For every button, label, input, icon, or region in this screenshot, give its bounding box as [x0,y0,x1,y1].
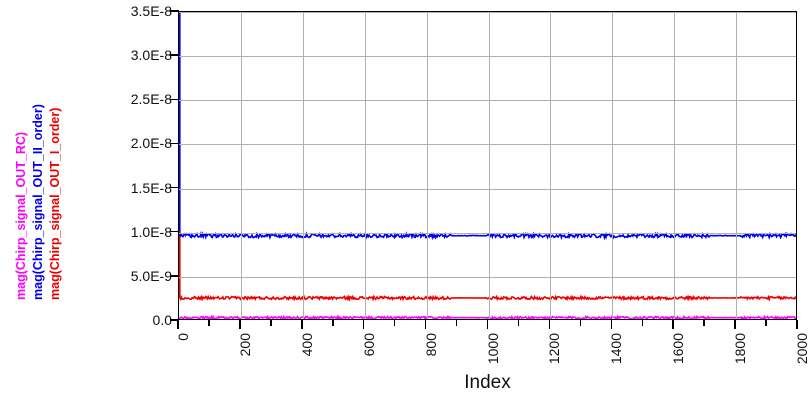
y-axis-title-ii-order: mag(Chirp_signal_OUT_II_order) [31,104,45,300]
y-tick-label: 1.5E-8 [130,179,172,196]
grid-line-horizontal [179,232,796,234]
x-tick-mark [177,320,179,329]
y-tick-mark [170,275,179,277]
y-axis-title-group: mag(Chirp_signal_OUT_RC) mag(Chirp_signa… [0,0,70,340]
x-tick-label: 1400 [608,333,625,365]
x-tick-mark [672,320,674,329]
y-tick-mark [170,319,179,321]
x-tick-mark-minor [641,320,643,326]
x-tick-mark [486,320,489,329]
grid-line-vertical [488,12,490,319]
y-axis-title-i-order: mag(Chirp_signal_OUT_I_order) [48,107,62,300]
grid-line-horizontal [179,100,796,102]
x-tick-mark-minor [765,320,767,326]
x-tick-mark-minor [270,320,272,326]
y-tick-label: 1.0E-8 [130,223,172,240]
data-traces [179,12,796,319]
grid-line-vertical [302,12,304,319]
x-tick-mark [424,320,427,329]
y-tick-label: 2.0E-8 [130,135,172,152]
y-tick-label: 3.5E-8 [130,3,172,19]
x-tick-mark-minor [455,320,458,326]
x-tick-label: 2000 [794,333,810,365]
grid-line-vertical [240,12,242,319]
trace-rc [179,314,796,319]
grid-line-horizontal [179,276,796,278]
y-tick-mark [170,186,179,189]
trace-i-order [179,294,796,302]
x-tick-label: 200 [236,333,253,357]
x-tick-label: 400 [298,333,315,357]
x-tick-label: 600 [360,333,377,357]
x-tick-label: 1800 [732,333,749,365]
x-tick-mark [796,320,798,329]
y-tick-mark [170,142,179,145]
y-axis-tick-labels: 0.0 5.0E-9 1.0E-8 1.5E-8 2.0E-8 2.5E-8 3.0E-8 3… [86,0,172,340]
grid-line-vertical [426,12,428,319]
x-tick-mark [362,320,365,329]
x-tick-mark [610,320,613,329]
y-tick-label: 2.5E-8 [130,91,172,108]
grid-line-vertical [550,12,552,319]
y-tick-mark [170,54,179,56]
grid-line-horizontal [179,188,796,190]
grid-line-vertical [674,12,676,319]
grid-line-vertical [364,12,366,319]
x-tick-mark-minor [703,320,705,326]
x-tick-mark [734,320,736,329]
x-tick-mark-minor [579,320,582,326]
x-tick-label: 1600 [670,333,687,365]
x-tick-label: 1000 [484,333,501,365]
x-tick-mark [301,320,303,329]
y-tick-label: 5.0E-9 [130,267,172,284]
grid-line-horizontal [179,12,796,13]
y-tick-label: 3.0E-8 [130,47,172,64]
x-axis-title: Index [464,372,511,393]
grid-line-vertical [736,12,738,319]
y-tick-label: 0.0 [152,312,172,328]
x-tick-label: 1200 [546,333,563,365]
x-tick-mark-minor [517,320,520,326]
grid-line-horizontal [179,56,796,58]
x-tick-mark [239,320,241,329]
x-tick-mark-minor [393,320,396,326]
grid-line-horizontal [179,144,796,146]
y-axis-title-rc: mag(Chirp_signal_OUT_RC) [14,131,28,300]
x-tick-label: 0 [175,333,191,341]
y-tick-mark [170,10,179,12]
y-tick-mark [170,230,179,233]
x-tick-mark [548,320,551,329]
x-tick-mark-minor [332,320,334,326]
trace-ii-order [179,231,796,241]
x-tick-label: 800 [422,333,439,357]
plot-area [178,11,797,320]
y-tick-mark [170,98,179,101]
x-tick-mark-minor [208,320,210,326]
grid-line-vertical [612,12,614,319]
